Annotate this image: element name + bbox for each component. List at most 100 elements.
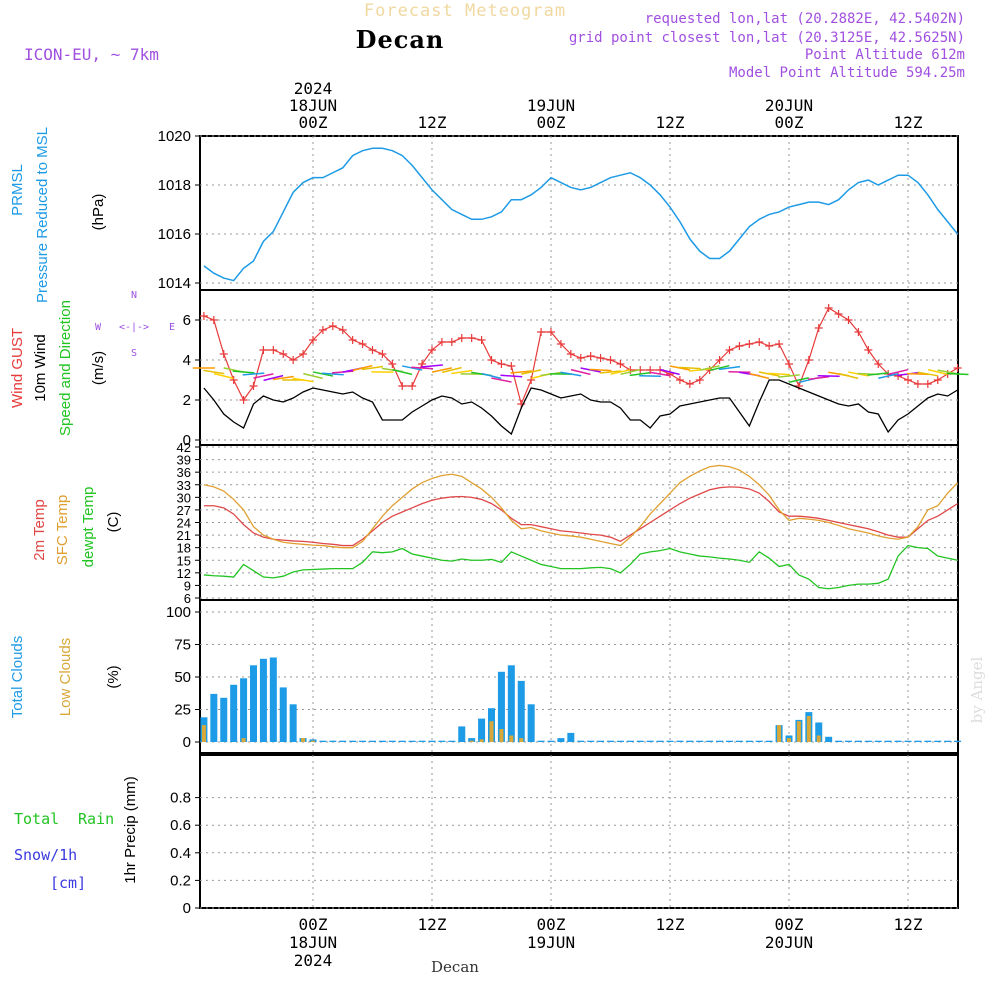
wind-arrow: [946, 372, 969, 376]
bottom-tick-label: 2024: [294, 951, 333, 970]
panel-clouds: 0 25 50 75 100: [166, 599, 962, 754]
precip-total-label: Total: [14, 810, 59, 828]
gust-marker: [239, 396, 248, 404]
total-cloud-bar: [240, 678, 248, 742]
total-cloud-bar: [478, 718, 486, 742]
precip-ytick-label: 0: [183, 900, 191, 917]
wind-arrow: [441, 366, 462, 374]
top-tick-label: 18JUN: [289, 96, 337, 115]
wind-ytick-label: 6: [183, 312, 191, 329]
total-cloud-bar: [497, 671, 505, 742]
compass-n: N: [131, 290, 137, 301]
total-cloud-bar: [765, 740, 773, 742]
wind-ytick-label: 2: [183, 392, 191, 409]
low-cloud-bar: [806, 716, 811, 742]
gust-marker: [309, 336, 317, 344]
gust-marker: [616, 360, 625, 368]
wind-arrow: [272, 375, 294, 381]
bottom-tick-label: 19JUN: [527, 933, 575, 952]
temp2m-line: [203, 486, 958, 547]
wind-arrow: [878, 373, 899, 379]
total-cloud-bar: [250, 665, 257, 742]
wind-arrow: [620, 368, 641, 376]
wind-arrow: [768, 372, 791, 376]
gust-marker: [933, 376, 942, 384]
wind-arrow: [649, 371, 671, 377]
total-cloud-bar: [230, 684, 238, 742]
top-tick-label: 20JUN: [765, 96, 813, 115]
gust-marker: [854, 328, 863, 336]
wind-arrow: [629, 371, 651, 377]
gust-marker: [378, 350, 387, 358]
total-cloud-bar: [706, 740, 714, 742]
gust-marker: [745, 340, 754, 348]
requested-coords: requested lon,lat (20.2882E, 42.5402N): [645, 11, 965, 27]
total-cloud-bar: [269, 657, 277, 742]
total-cloud-bar: [726, 740, 733, 742]
footer-title: Decan: [431, 958, 479, 976]
gust-marker: [953, 364, 962, 372]
bottom-tick-label: 18JUN: [289, 933, 337, 952]
gust-marker: [497, 360, 506, 368]
gust-marker: [259, 346, 268, 354]
total-cloud-bar: [448, 740, 456, 742]
total-cloud-bar: [686, 740, 694, 742]
low-cloud-bar: [519, 738, 524, 742]
total-cloud-bar: [468, 738, 476, 742]
gust-marker: [537, 328, 546, 336]
total-cloud-bar: [507, 665, 515, 742]
compass-e: E: [169, 322, 175, 333]
pressure-ytick-label: 1018: [158, 177, 191, 194]
gust-marker: [864, 346, 873, 354]
low-cloud-bar: [479, 739, 484, 742]
wind-arrow: [392, 368, 413, 376]
total-cloud-bar: [517, 680, 525, 742]
bottom-tick-label: 12Z: [418, 915, 447, 934]
total-cloud-bar: [587, 740, 595, 742]
total-cloud-bar: [616, 740, 624, 742]
model-label: ICON-EU, ~ 7km: [24, 45, 159, 64]
wind-arrow: [303, 372, 323, 380]
total-cloud-bar: [854, 740, 862, 742]
total-cloud-bar: [924, 740, 932, 742]
wind-arrow: [917, 371, 939, 377]
total-cloud-bar: [428, 740, 436, 742]
model-altitude: Model Point Altitude 594.25m: [729, 65, 965, 81]
gust-marker: [586, 352, 595, 360]
gust-marker: [804, 356, 813, 364]
gust-marker: [507, 362, 516, 370]
total-cloud-bar: [607, 740, 614, 742]
dewpt-line: [203, 544, 958, 590]
gust-marker: [834, 310, 843, 318]
total-cloud-bar: [359, 740, 367, 742]
low-cloud-bar: [816, 735, 821, 742]
total-cloud-bar: [666, 740, 674, 742]
total-cloud-bar: [676, 740, 684, 742]
gust-marker: [467, 334, 476, 342]
wind-arrow: [778, 374, 800, 378]
gust-marker: [814, 324, 823, 332]
dewpt-label: dewpt Temp: [80, 487, 97, 568]
wind-arrow: [817, 374, 840, 378]
total-cloud-bar: [547, 740, 555, 742]
total-cloud-bar: [577, 740, 585, 742]
panel-pressure: 1014 1016 1018 1020: [158, 128, 959, 292]
total-cloud-bar: [349, 740, 357, 742]
temperature-ytick-label: 24: [177, 516, 191, 531]
clouds-ytick-label: 100: [166, 604, 191, 621]
top-tick-label: 12Z: [656, 113, 685, 132]
low-cloud-bar: [509, 735, 514, 742]
gust-marker: [398, 382, 407, 390]
sfc-temp-line: [203, 464, 959, 549]
wind-arrow: [263, 374, 284, 382]
total-cloud-bar: [825, 736, 833, 742]
gust-marker: [844, 316, 853, 324]
temperature-ytick-label: 15: [177, 553, 191, 568]
precip-snow-unit: [cm]: [50, 874, 86, 892]
gust-marker: [408, 382, 417, 390]
low-cloud-bar: [301, 738, 306, 742]
wind-speed-line: [203, 379, 958, 436]
total-cloud-bar: [289, 704, 297, 742]
